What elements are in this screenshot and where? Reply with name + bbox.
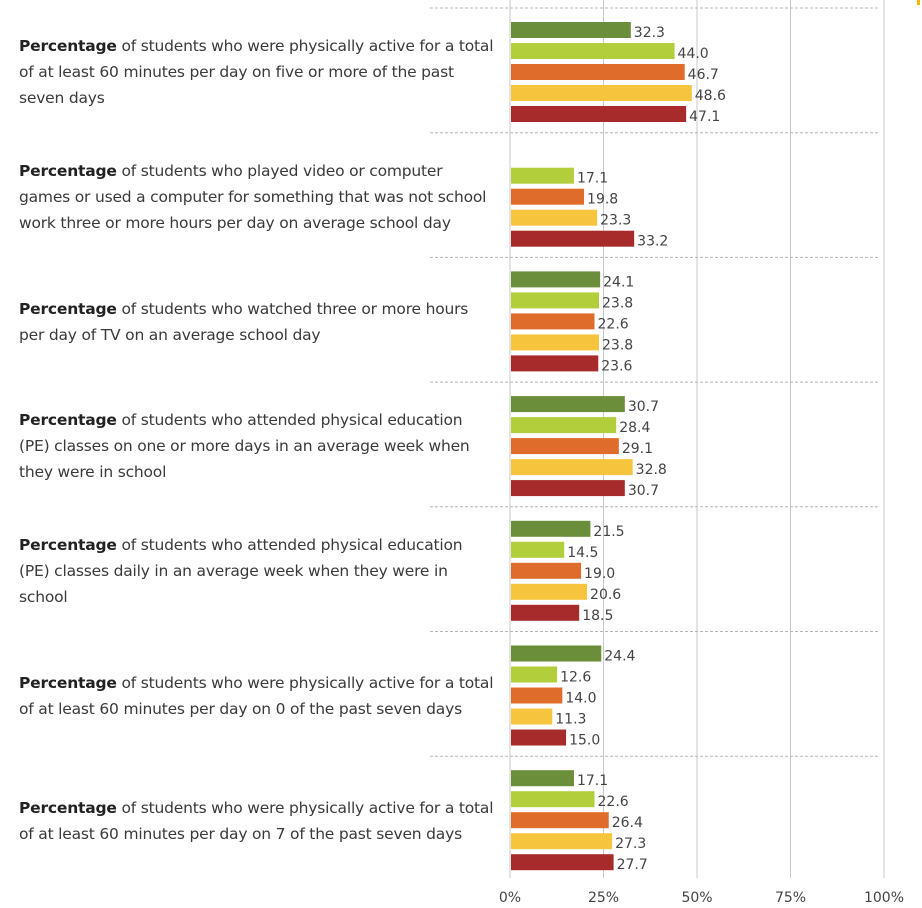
question-label-bold: Percentage [19,411,117,430]
bar [511,604,580,621]
question-label-text: of students who played video or computer… [19,162,487,233]
bar [511,583,588,600]
corner-accent [917,0,920,5]
question-label-bold: Percentage [19,536,117,555]
question-label-bold: Percentage [19,37,117,56]
bar [511,770,574,787]
bar-value-label: 19.8 [587,192,618,208]
question-label-text: of students who were physically active f… [19,798,494,843]
x-tick-label: 50% [681,890,712,906]
bar [511,812,609,829]
bar-value-label: 27.7 [617,857,648,873]
bar [511,292,600,309]
question-label-text: of students who attended physical educat… [19,536,463,607]
bar-value-label: 48.6 [695,88,726,104]
bar [511,313,595,330]
bar-value-label: 22.6 [598,794,629,810]
bar [511,854,614,871]
bar [511,167,574,184]
bar-value-label: 46.7 [688,67,719,83]
bar [511,438,619,455]
bar [511,645,602,662]
x-tick-label: 25% [588,890,619,906]
x-tick-label: 100% [864,890,904,906]
bar-value-label: 32.8 [636,462,667,478]
question-label-text: of students who were physically active f… [19,673,494,718]
question-label-text: of students who were physically active f… [19,37,494,108]
bar [511,687,563,704]
bar-value-label: 11.3 [555,712,586,728]
bar-value-label: 18.5 [582,608,613,624]
bar-value-label: 23.6 [601,358,632,374]
bar [511,541,565,558]
bar [511,188,585,205]
question-label: Percentage of students who were physical… [19,33,494,111]
bar [511,791,595,808]
bar-value-label: 27.3 [615,836,646,852]
bar [511,22,631,38]
bar [511,43,675,59]
bar-value-label: 28.4 [619,420,650,436]
question-label: Percentage of students who played video … [19,158,494,236]
bar-value-label: 17.1 [577,773,608,789]
question-label: Percentage of students who watched three… [19,296,494,348]
bar-value-label: 30.7 [628,399,659,415]
bar-value-label: 14.0 [565,691,596,707]
bar-value-label: 14.5 [567,545,598,561]
bar-value-label: 47.1 [689,109,720,125]
bar-value-label: 23.8 [602,337,633,353]
bar [511,396,625,413]
bar-value-label: 32.3 [634,25,665,41]
bar [511,355,599,372]
bar [511,666,558,683]
x-tick-label: 75% [775,890,806,906]
question-label: Percentage of students who attended phys… [19,532,494,610]
bar [511,520,591,537]
question-label: Percentage of students who were physical… [19,670,494,722]
bar [511,562,582,579]
bar-value-label: 26.4 [612,815,643,831]
question-label-bold: Percentage [19,798,117,817]
question-label: Percentage of students who attended phys… [19,407,494,485]
bar-value-label: 15.0 [569,733,600,749]
bar-value-label: 44.0 [678,46,709,62]
bar [511,833,613,850]
question-label: Percentage of students who were physical… [19,795,494,847]
bar-value-label: 24.4 [604,649,635,665]
bar [511,230,635,247]
bar-value-label: 21.5 [593,524,624,540]
bar-value-label: 29.1 [622,441,653,457]
bar-value-label: 17.1 [577,171,608,187]
bar-value-label: 33.2 [637,234,668,250]
bar-value-label: 22.6 [598,316,629,332]
bar [511,334,600,351]
x-tick-label: 0% [499,890,521,906]
bar-value-label: 12.6 [560,670,591,686]
bar [511,85,692,101]
question-label-bold: Percentage [19,299,117,318]
bar [511,480,625,497]
bar [511,106,687,122]
bar-value-label: 23.3 [600,213,631,229]
bar [511,729,567,746]
bar-value-label: 30.7 [628,483,659,499]
question-label-bold: Percentage [19,673,117,692]
bar [511,64,685,80]
bar-value-label: 19.0 [584,566,615,582]
bar [511,209,598,226]
bar [511,417,617,434]
question-label-text: of students who watched three or more ho… [19,299,469,344]
question-label-text: of students who attended physical educat… [19,411,470,482]
bar-value-label: 24.1 [603,274,634,290]
bar [511,459,633,476]
bar-value-label: 20.6 [590,587,621,603]
bar-value-label: 23.8 [602,295,633,311]
bar [511,708,553,725]
bar [511,271,601,288]
question-label-bold: Percentage [19,162,117,181]
